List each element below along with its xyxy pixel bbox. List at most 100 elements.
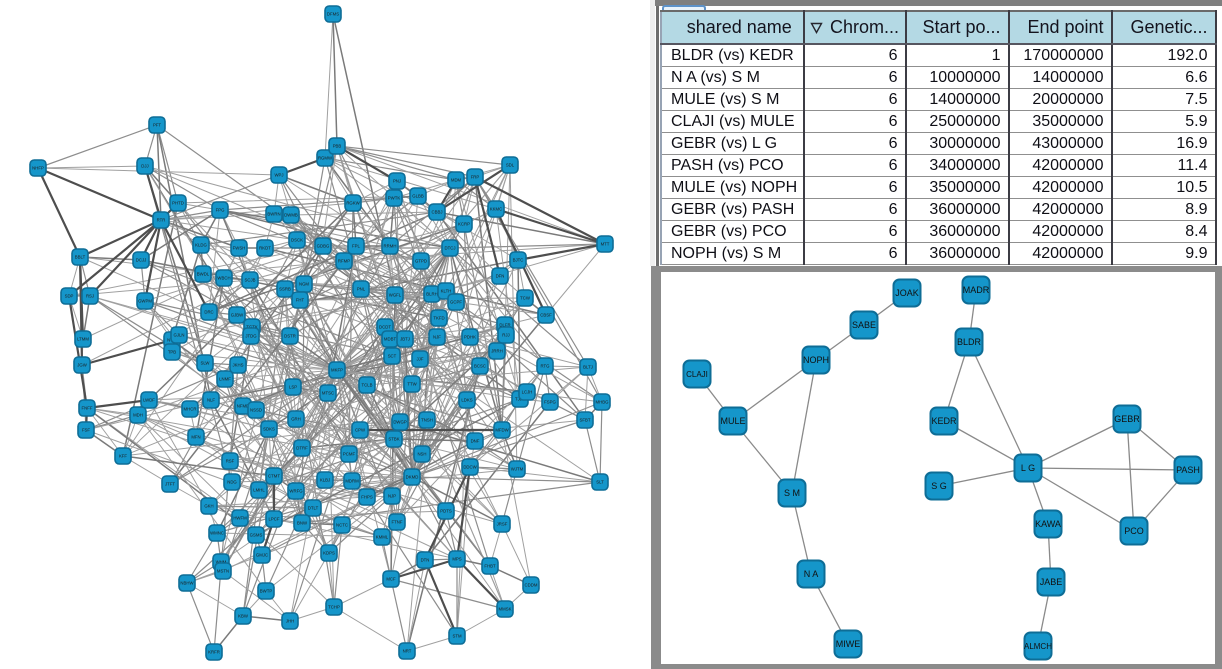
svg-text:JJF: JJF bbox=[417, 357, 424, 362]
svg-text:DJJ: DJJ bbox=[141, 164, 148, 169]
svg-text:MADR: MADR bbox=[963, 285, 990, 295]
svg-text:FPL: FPL bbox=[352, 244, 360, 249]
svg-text:GJBW: GJBW bbox=[231, 313, 244, 318]
svg-text:CPW: CPW bbox=[355, 428, 366, 433]
svg-text:DTLT: DTLT bbox=[308, 506, 319, 511]
svg-text:JGW: JGW bbox=[77, 363, 87, 368]
svg-text:SDKS: SDKS bbox=[263, 427, 275, 432]
svg-text:MPS: MPS bbox=[452, 557, 461, 562]
svg-text:TTW: TTW bbox=[407, 382, 417, 387]
svg-text:CLAJI: CLAJI bbox=[686, 370, 708, 379]
svg-text:TCHP: TCHP bbox=[328, 605, 340, 610]
svg-text:LCJH: LCJH bbox=[522, 390, 533, 395]
svg-text:WMNC: WMNC bbox=[210, 531, 224, 536]
svg-text:PWTK: PWTK bbox=[388, 196, 401, 201]
svg-text:PNL: PNL bbox=[357, 287, 366, 292]
svg-text:MFN: MFN bbox=[191, 435, 200, 440]
svg-text:MTSC: MTSC bbox=[322, 391, 334, 396]
svg-text:NOPH: NOPH bbox=[803, 355, 829, 365]
svg-text:FSPG: FSPG bbox=[544, 400, 556, 405]
svg-text:RGKW: RGKW bbox=[346, 201, 360, 206]
svg-text:PCMF: PCMF bbox=[343, 452, 356, 457]
svg-text:SSRB: SSRB bbox=[279, 287, 291, 292]
svg-text:FHPS: FHPS bbox=[361, 495, 373, 500]
svg-text:FWSH: FWSH bbox=[233, 246, 246, 251]
svg-text:PDTS: PDTS bbox=[440, 509, 452, 514]
svg-text:NFMD: NFMD bbox=[237, 404, 249, 409]
svg-text:JRSF: JRSF bbox=[497, 522, 508, 527]
svg-text:MHBG: MHBG bbox=[596, 400, 610, 405]
svg-text:KAWA: KAWA bbox=[1035, 519, 1061, 529]
svg-text:NHFP: NHFP bbox=[32, 166, 44, 171]
svg-text:GSMS: GSMS bbox=[250, 533, 263, 538]
svg-text:MDM: MDM bbox=[451, 178, 462, 183]
svg-text:BCSC: BCSC bbox=[474, 364, 486, 369]
svg-text:MDRM: MDRM bbox=[345, 479, 359, 484]
svg-text:FNFF: FNFF bbox=[82, 406, 93, 411]
svg-text:WHM: WHM bbox=[216, 560, 227, 565]
svg-text:DSTR: DSTR bbox=[284, 334, 296, 339]
svg-text:JKHS: JKHS bbox=[233, 363, 244, 368]
svg-text:NGM: NGM bbox=[299, 282, 309, 287]
svg-text:PCO: PCO bbox=[1124, 526, 1144, 536]
svg-text:PHTD: PHTD bbox=[172, 201, 184, 206]
svg-text:MTT: MTT bbox=[601, 242, 610, 247]
svg-text:BLTJ: BLTJ bbox=[583, 365, 593, 370]
svg-text:JHH: JHH bbox=[286, 619, 294, 624]
svg-text:NBHW: NBHW bbox=[180, 581, 194, 586]
svg-text:DKMD: DKMD bbox=[406, 475, 419, 480]
svg-text:DLFR: DLFR bbox=[499, 323, 510, 328]
svg-text:GTPD: GTPD bbox=[415, 259, 427, 264]
svg-text:ALMCH: ALMCH bbox=[1024, 642, 1052, 651]
svg-text:LTMM: LTMM bbox=[77, 337, 89, 342]
svg-text:CTMT: CTMT bbox=[268, 474, 280, 479]
svg-text:PASH: PASH bbox=[1176, 465, 1200, 475]
svg-text:SLT: SLT bbox=[596, 480, 604, 485]
svg-text:KKMC: KKMC bbox=[490, 207, 502, 212]
svg-text:LDKS: LDKS bbox=[461, 398, 472, 403]
svg-text:JTDG: JTDG bbox=[245, 334, 257, 339]
svg-text:PFT: PFT bbox=[153, 123, 161, 128]
svg-text:KCRP: KCRP bbox=[458, 222, 470, 227]
svg-text:WJTM: WJTM bbox=[511, 467, 524, 472]
svg-text:SABE: SABE bbox=[852, 320, 876, 330]
svg-text:TGTK: TGTK bbox=[246, 325, 258, 330]
svg-text:S G: S G bbox=[931, 481, 947, 491]
svg-text:SDL: SDL bbox=[506, 163, 515, 168]
svg-text:SCJB: SCJB bbox=[245, 278, 256, 283]
svg-text:PNJ: PNJ bbox=[393, 179, 401, 184]
svg-text:RTG: RTG bbox=[541, 364, 551, 369]
svg-text:LWDF: LWDF bbox=[143, 398, 155, 403]
svg-text:GMJC: GMJC bbox=[256, 553, 268, 558]
svg-text:GDBG: GDBG bbox=[317, 244, 330, 249]
svg-text:DFN: DFN bbox=[496, 274, 505, 279]
svg-text:JBTJ: JBTJ bbox=[400, 337, 410, 342]
svg-text:NDG: NDG bbox=[227, 480, 237, 485]
svg-text:DRC: DRC bbox=[204, 310, 213, 315]
svg-text:WPJ: WPJ bbox=[274, 173, 283, 178]
svg-text:GJLN: GJLN bbox=[174, 333, 185, 338]
svg-text:LMHL: LMHL bbox=[253, 488, 265, 493]
svg-text:WGFL: WGFL bbox=[389, 293, 402, 298]
svg-text:KLTH: KLTH bbox=[441, 289, 452, 294]
svg-text:MHCR: MHCR bbox=[184, 407, 197, 412]
svg-text:KDPS: KDPS bbox=[323, 551, 335, 556]
svg-text:DSCK: DSCK bbox=[291, 238, 303, 243]
svg-text:FHT: FHT bbox=[296, 298, 305, 303]
svg-text:TPB: TPB bbox=[168, 350, 176, 355]
svg-text:L G: L G bbox=[1021, 463, 1035, 473]
svg-text:FHBT: FHBT bbox=[484, 564, 496, 569]
svg-text:DTRF: DTRF bbox=[296, 446, 308, 451]
svg-text:GRH: GRH bbox=[291, 417, 301, 422]
svg-text:LSP: LSP bbox=[289, 385, 297, 390]
svg-text:DWMB: DWMB bbox=[284, 213, 298, 218]
svg-text:STM: STM bbox=[452, 634, 461, 639]
svg-text:NJP: NJP bbox=[388, 494, 396, 499]
svg-text:SCT: SCT bbox=[388, 354, 397, 359]
svg-text:TKFD: TKFD bbox=[433, 316, 444, 321]
svg-text:KEDR: KEDR bbox=[931, 416, 957, 426]
svg-text:S M: S M bbox=[784, 488, 800, 498]
svg-text:DCJJ: DCJJ bbox=[136, 258, 147, 263]
svg-text:GWPM: GWPM bbox=[138, 299, 152, 304]
svg-text:RSF: RSF bbox=[226, 459, 235, 464]
